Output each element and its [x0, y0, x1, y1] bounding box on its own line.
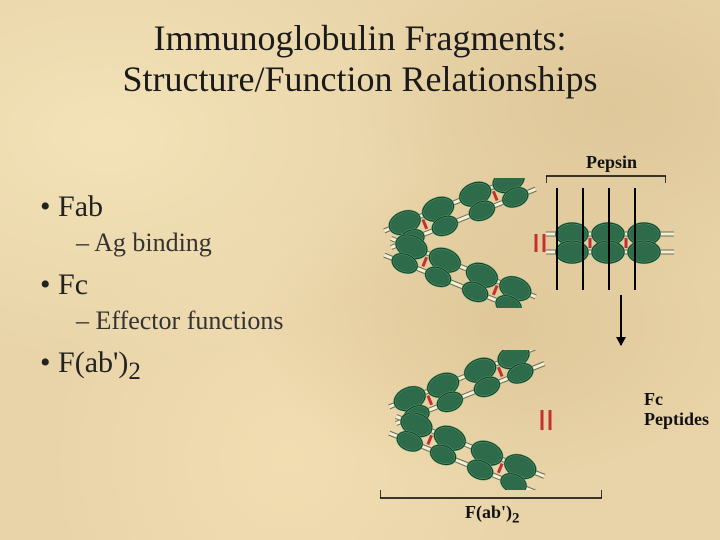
- bullet-fab-text: Fab: [58, 190, 103, 223]
- cut-line-1: [556, 188, 558, 290]
- bullet-fc-text: Fc: [58, 268, 88, 301]
- fab2-fragment-icon: [370, 350, 620, 490]
- pepsin-label: Pepsin: [586, 152, 637, 173]
- fc-peptides-label: Fc Peptides: [644, 390, 709, 430]
- bullet-fab-sub: Ag binding: [76, 228, 360, 258]
- fc-peptides-l1: Fc: [644, 389, 663, 409]
- bullet-list: Fab Ag binding Fc Effector functions F(a…: [40, 190, 360, 390]
- cut-line-4: [634, 188, 636, 290]
- cut-line-2: [582, 188, 584, 290]
- fab2-subscript: 2: [512, 511, 520, 527]
- cut-line-3: [608, 188, 610, 290]
- slide-title: Immunoglobulin Fragments: Structure/Func…: [0, 18, 720, 101]
- bullet-fab2-text: F(ab'): [58, 346, 128, 379]
- pepsin-text: Pepsin: [586, 152, 637, 172]
- fab2-label: F(ab')2: [465, 502, 520, 528]
- title-line-1: Immunoglobulin Fragments:: [154, 18, 567, 58]
- diagram-area: Pepsin: [370, 170, 710, 530]
- bullet-fab: Fab: [40, 190, 360, 224]
- bullet-fc-sub: Effector functions: [76, 306, 360, 336]
- fc-peptides-l2: Peptides: [644, 409, 709, 429]
- bullet-fab-sub-text: Ag binding: [94, 228, 212, 257]
- bullet-fab2-sub: 2: [128, 358, 141, 385]
- bullet-fc-sub-text: Effector functions: [96, 306, 284, 335]
- bullet-fab2: F(ab')2: [40, 346, 360, 386]
- fab2-text: F(ab'): [465, 502, 512, 522]
- bullet-fc: Fc: [40, 268, 360, 302]
- arrow-down-icon: [620, 295, 622, 345]
- title-line-2: Structure/Function Relationships: [123, 59, 598, 99]
